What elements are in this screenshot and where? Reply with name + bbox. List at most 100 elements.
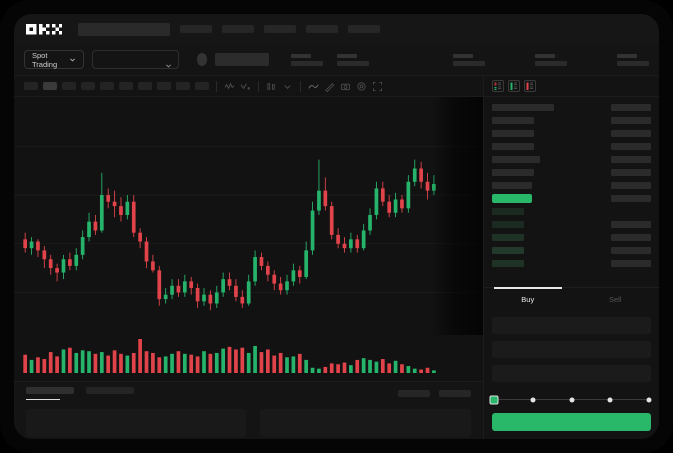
depth-bids-icon[interactable]: [508, 80, 520, 92]
orderbook-size-bar: [492, 260, 524, 267]
chevron-down-icon: [69, 56, 76, 63]
amount-field[interactable]: [492, 341, 651, 358]
bottom-tab-actions: [398, 389, 471, 397]
bottom-tab-2[interactable]: [86, 387, 134, 399]
toolbar-divider: [258, 80, 259, 92]
trading-mode-label: Spot Trading: [32, 50, 58, 69]
order-form: [484, 311, 659, 388]
app-screen: Spot Trading: [14, 14, 659, 439]
timeframe-2[interactable]: [43, 82, 57, 90]
orderbook-row[interactable]: [492, 233, 651, 242]
orderbook-price: [611, 169, 651, 176]
amount-slider[interactable]: [484, 388, 659, 407]
orderbook-row[interactable]: [492, 116, 651, 125]
orderbook-row[interactable]: [492, 168, 651, 177]
slider-stop[interactable]: [530, 397, 536, 402]
orderbook-price: [611, 182, 651, 189]
orderbook-size-bar: [492, 234, 524, 241]
orderbook-row[interactable]: [492, 181, 651, 190]
timeframe-10[interactable]: [195, 82, 209, 90]
compare-icon[interactable]: [240, 81, 251, 92]
settings-gear-icon[interactable]: [356, 81, 367, 92]
nav-item-3[interactable]: [264, 25, 296, 33]
bottom-tab-label: [26, 387, 74, 394]
tab-buy-label: Buy: [521, 295, 535, 304]
candle-type-icon[interactable]: [266, 81, 277, 92]
depth-both-icon[interactable]: [492, 80, 504, 92]
orderbook-size-bar: [492, 194, 532, 203]
timeframe-7[interactable]: [138, 82, 152, 90]
main-body: Buy Sell: [14, 76, 659, 439]
orderbook-price: [611, 130, 651, 137]
bottom-action-1[interactable]: [398, 389, 430, 397]
stat-value: [291, 60, 323, 66]
candlestick-svg: [14, 145, 483, 311]
slider-stop[interactable]: [607, 397, 613, 402]
bottom-action-2[interactable]: [439, 389, 471, 397]
stat-label: [453, 53, 473, 58]
slider-handle[interactable]: [489, 395, 499, 404]
coin-avatar-icon: [196, 53, 208, 66]
search-input[interactable]: [78, 22, 170, 36]
okx-logo-icon[interactable]: [26, 23, 62, 35]
bottom-tab-1[interactable]: [26, 387, 74, 400]
orderbook-view-toggles: [484, 76, 659, 97]
submit-order-button[interactable]: [492, 413, 651, 431]
slider-track[interactable]: [489, 395, 652, 404]
pair-select[interactable]: [91, 50, 179, 69]
fullscreen-icon[interactable]: [372, 81, 383, 92]
orderbook-row[interactable]: [492, 246, 651, 255]
orderbook-row[interactable]: [492, 207, 651, 216]
orderbook-row[interactable]: [492, 259, 651, 268]
chevron-down-icon[interactable]: [282, 81, 293, 92]
total-field[interactable]: [492, 365, 651, 382]
market-stat-1: [291, 53, 323, 66]
timeframe-4[interactable]: [81, 82, 95, 90]
depth-asks-icon[interactable]: [524, 80, 536, 92]
orderbook-row[interactable]: [492, 155, 651, 164]
nav-item-5[interactable]: [348, 25, 380, 33]
camera-icon[interactable]: [340, 81, 351, 92]
orderbook-row[interactable]: [492, 142, 651, 151]
timeframe-1[interactable]: [24, 82, 38, 90]
orderbook-price: [611, 104, 651, 111]
timeframe-6[interactable]: [119, 82, 133, 90]
orderbook-size-bar: [492, 169, 534, 176]
timeframe-5[interactable]: [100, 82, 114, 90]
timeframe-3[interactable]: [62, 82, 76, 90]
device-bezel: Spot Trading: [14, 14, 659, 439]
orders-panel[interactable]: [26, 409, 246, 437]
orderbook-row[interactable]: [492, 129, 651, 138]
tab-buy[interactable]: Buy: [484, 287, 572, 311]
slider-stop[interactable]: [646, 397, 652, 402]
orderbook[interactable]: [484, 97, 659, 287]
indicator-wave-icon[interactable]: [224, 81, 235, 92]
nav-item-2[interactable]: [222, 25, 254, 33]
market-stat-2: [337, 53, 369, 66]
market-stat-3: [453, 53, 485, 66]
timeframe-9[interactable]: [176, 82, 190, 90]
orderbook-row[interactable]: [492, 220, 651, 229]
toolbar-divider: [216, 80, 217, 92]
nav-item-4[interactable]: [306, 25, 338, 33]
orderbook-row[interactable]: [492, 103, 651, 112]
line-chart-icon[interactable]: [308, 81, 319, 92]
candlestick-chart[interactable]: [14, 97, 483, 335]
bottom-panels: [14, 404, 483, 437]
tab-sell-label: Sell: [608, 295, 622, 304]
orderbook-price: [611, 234, 651, 241]
orderbook-row[interactable]: [492, 194, 651, 203]
history-panel[interactable]: [260, 409, 471, 437]
nav-item-1[interactable]: [180, 25, 212, 33]
market-stat-4: [535, 53, 567, 66]
orderbook-size-bar: [492, 156, 540, 163]
timeframe-8[interactable]: [157, 82, 171, 90]
tab-sell[interactable]: Sell: [572, 288, 660, 311]
stat-label: [617, 53, 637, 58]
stat-label: [535, 53, 555, 58]
trading-mode-dropdown[interactable]: Spot Trading: [24, 50, 84, 69]
slider-stop[interactable]: [569, 397, 574, 402]
price-field[interactable]: [492, 317, 651, 334]
orderbook-price: [611, 247, 651, 254]
drawing-pencil-icon[interactable]: [324, 81, 335, 92]
